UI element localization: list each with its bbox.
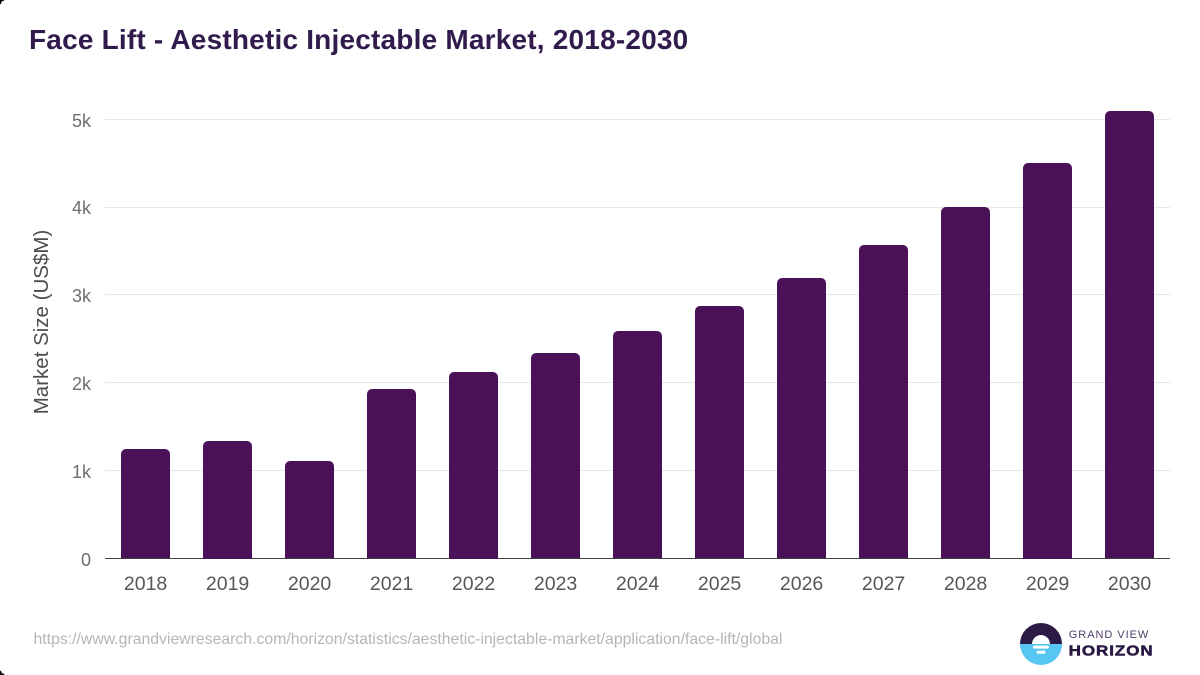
svg-text:GRAND VIEW: GRAND VIEW xyxy=(1068,629,1148,641)
svg-text:HORIZON: HORIZON xyxy=(1068,643,1153,658)
